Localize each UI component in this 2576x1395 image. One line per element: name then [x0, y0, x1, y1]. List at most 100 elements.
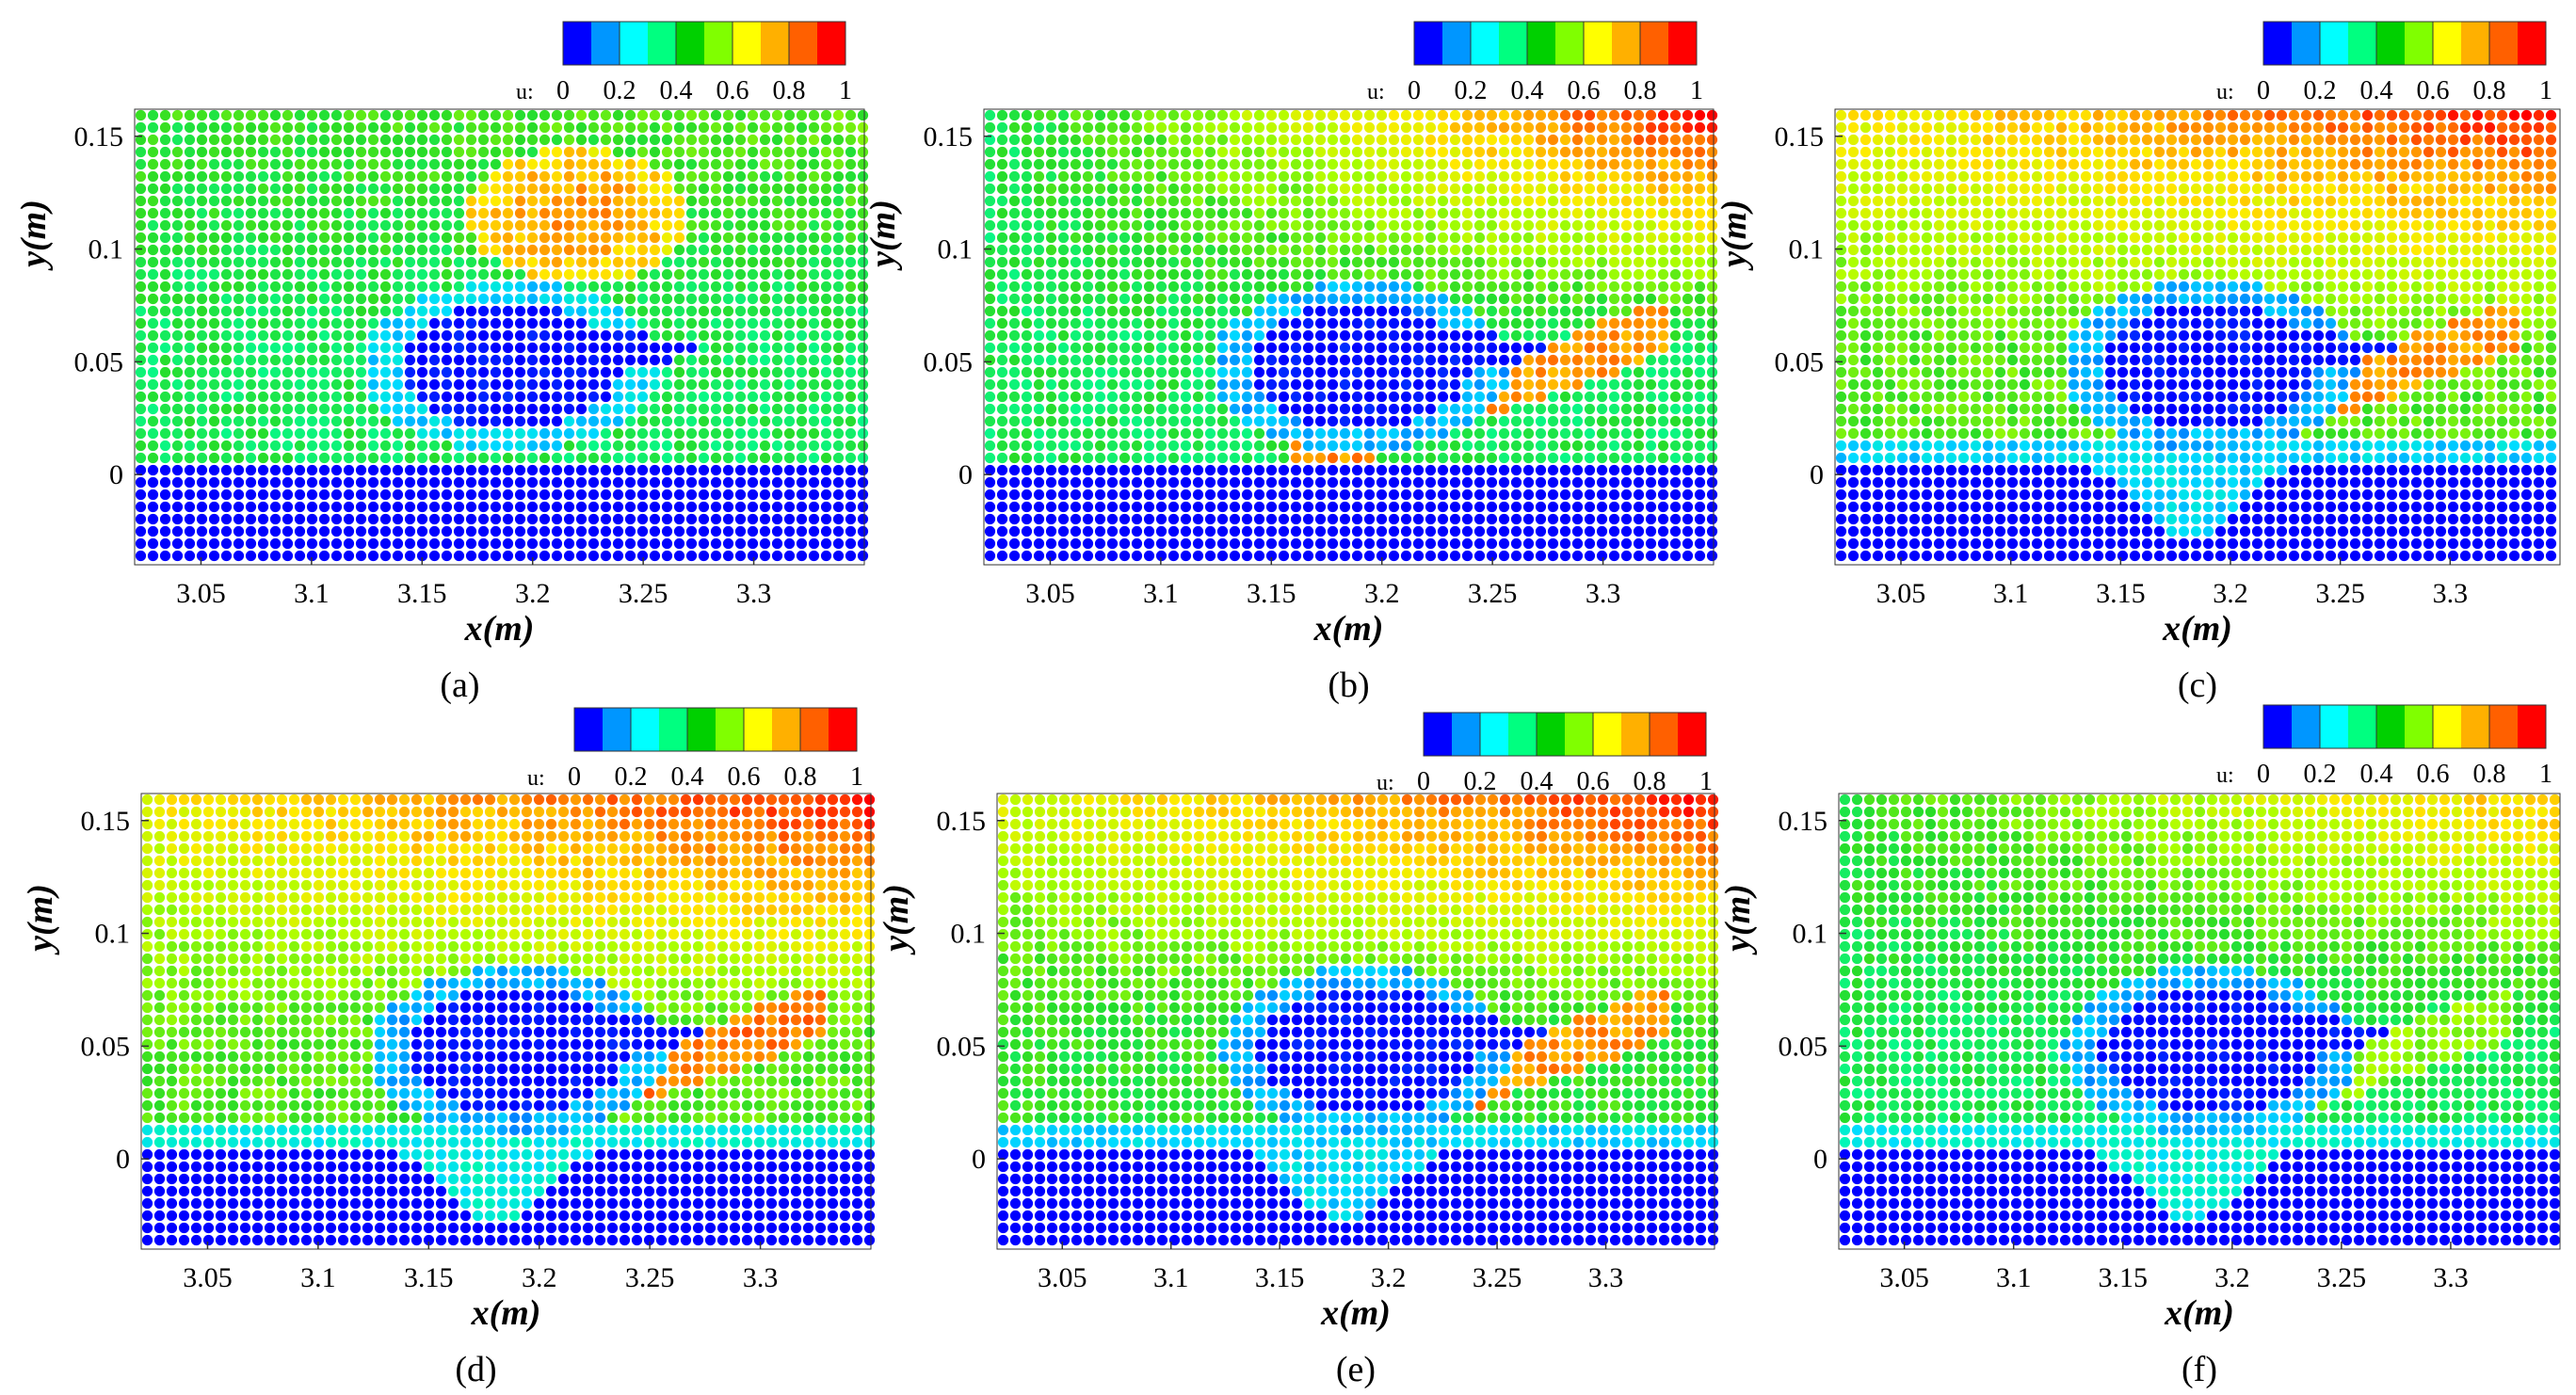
colorbar-swatch — [687, 708, 716, 751]
y-axis-label: y(m) — [14, 200, 54, 271]
panel-label: (e) — [1336, 1350, 1376, 1389]
colorbar-swatch — [2320, 705, 2349, 748]
colorbar-tick-label: 0.8 — [1624, 76, 1657, 105]
x-tick-label: 3.3 — [743, 1262, 779, 1293]
colorbar-tick-label: 1 — [1699, 767, 1713, 796]
y-tick-label: 0.05 — [924, 346, 974, 377]
y-tick-label: 0.15 — [74, 121, 124, 152]
panel-label: (f) — [2182, 1350, 2217, 1389]
y-tick-label: 0.05 — [81, 1031, 131, 1062]
colorbar-tick-label: 0.6 — [716, 76, 749, 105]
y-tick-label: 0.15 — [937, 806, 987, 837]
colorbar-swatch — [2461, 22, 2490, 65]
colorbar-tick-label: 0 — [1417, 767, 1430, 796]
colorbar-tick-label: 1 — [2539, 760, 2552, 789]
y-tick-label: 0.1 — [938, 234, 974, 265]
colorbar-frame — [2262, 21, 2547, 66]
x-tick-label: 3.3 — [2433, 1262, 2469, 1293]
x-tick-label: 3.2 — [2214, 1262, 2250, 1293]
y-tick-label: 0.15 — [1775, 121, 1825, 152]
x-tick-label: 3.25 — [1468, 578, 1518, 609]
plot-frame — [1838, 793, 2561, 1250]
colorbar-tick-label: 0.6 — [728, 762, 761, 792]
colorbar-label: u: — [1377, 771, 1394, 795]
colorbar-swatch — [817, 22, 846, 65]
panel-0: 0 0.05 0.1 0.15 3.05 3.1 3.15 3.2 3.25 3.3 x(m) y(m… — [14, 21, 869, 705]
x-tick-label: 3.15 — [397, 578, 447, 609]
colorbar-swatch — [761, 22, 790, 65]
colorbar-tick-label: 0.2 — [1455, 76, 1488, 105]
colorbar-tick-label: 1 — [850, 762, 863, 792]
x-axis: 3.05 3.1 3.15 3.2 3.25 3.3 — [1879, 1242, 2469, 1293]
velocity-field — [997, 794, 1719, 1246]
colorbar-swatch — [563, 22, 592, 65]
colorbar-frame — [2262, 704, 2547, 749]
panel-1: 0 0.05 0.1 0.15 3.05 3.1 3.15 3.2 3.25 3.3 x(m) y(m… — [863, 21, 1718, 705]
colorbar-swatch — [1424, 713, 1453, 756]
x-tick-label: 3.1 — [1996, 1262, 2032, 1293]
colorbar-swatch — [574, 708, 604, 751]
colorbar-swatch — [1668, 22, 1698, 65]
y-tick-label: 0.1 — [951, 919, 987, 950]
x-axis-label: x(m) — [2164, 1293, 2234, 1333]
x-tick-label: 3.25 — [2317, 1262, 2367, 1293]
colorbar-swatch — [1621, 713, 1650, 756]
x-tick-label: 3.05 — [1038, 1262, 1087, 1293]
panel-label: (b) — [1328, 665, 1369, 705]
y-tick-label: 0.15 — [1779, 806, 1828, 837]
x-tick-label: 3.15 — [2099, 1262, 2149, 1293]
y-tick-label: 0.05 — [1779, 1031, 1828, 1062]
colorbar-tick-label: 1 — [2539, 76, 2552, 105]
x-tick-label: 3.2 — [515, 578, 551, 609]
velocity-field — [135, 109, 869, 562]
x-tick-label: 3.2 — [522, 1262, 557, 1293]
colorbar-tick-label: 0.2 — [2304, 76, 2337, 105]
x-axis: 3.05 3.1 3.15 3.2 3.25 3.3 — [176, 557, 771, 609]
x-tick-label: 3.15 — [2096, 578, 2146, 609]
colorbar: 0 0.2 0.4 0.6 0.8 1 u: — [2216, 704, 2552, 789]
y-axis: 0 0.05 0.1 0.15 — [81, 806, 149, 1175]
y-axis: 0 0.05 0.1 0.15 — [1779, 806, 1846, 1175]
y-axis-label: y(m) — [21, 884, 60, 955]
colorbar-tick-label: 0.4 — [660, 76, 693, 105]
colorbar-swatch — [829, 708, 858, 751]
colorbar-swatch — [1508, 713, 1538, 756]
plot-frame — [1834, 108, 2561, 566]
colorbar-tick-label: 0.4 — [1521, 767, 1554, 796]
colorbar-label: u: — [527, 766, 545, 791]
y-axis-label: y(m) — [863, 200, 903, 271]
colorbar-tick-label: 0 — [568, 762, 581, 792]
y-axis: 0 0.05 0.1 0.15 — [924, 121, 991, 490]
colorbar-swatch — [2461, 705, 2490, 748]
x-tick-label: 3.1 — [300, 1262, 336, 1293]
colorbar-swatch — [2405, 705, 2434, 748]
x-axis: 3.05 3.1 3.15 3.2 3.25 3.3 — [183, 1242, 778, 1293]
x-axis-label: x(m) — [1320, 1293, 1391, 1333]
y-tick-label: 0.05 — [1775, 346, 1825, 377]
x-tick-label: 3.15 — [1255, 1262, 1305, 1293]
colorbar-tick-label: 0.4 — [1511, 76, 1544, 105]
colorbar-swatch — [1678, 713, 1707, 756]
colorbar-tick-label: 0.2 — [604, 76, 636, 105]
colorbar-tick-label: 0.8 — [773, 76, 806, 105]
colorbar-tick-label: 0.4 — [2360, 76, 2393, 105]
velocity-field — [141, 794, 876, 1246]
colorbar-swatch — [648, 22, 677, 65]
colorbar-frame — [562, 21, 846, 66]
x-tick-label: 3.05 — [176, 578, 226, 609]
x-tick-label: 3.2 — [1364, 578, 1400, 609]
x-tick-label: 3.15 — [404, 1262, 454, 1293]
colorbar-tick-label: 0.8 — [1634, 767, 1666, 796]
y-tick-label: 0.15 — [924, 121, 974, 152]
colorbar-swatch — [2263, 22, 2293, 65]
colorbar-swatch — [1565, 713, 1594, 756]
plot-frame — [996, 793, 1715, 1250]
y-tick-label: 0 — [972, 1144, 986, 1175]
velocity-field — [984, 109, 1718, 562]
velocity-field — [1835, 109, 2557, 562]
colorbar-tick-label: 0.6 — [1568, 76, 1601, 105]
colorbar-swatch — [2376, 705, 2406, 748]
colorbar-swatch — [2518, 22, 2547, 65]
x-axis-label: x(m) — [1313, 609, 1384, 649]
colorbar-swatch — [1480, 713, 1509, 756]
